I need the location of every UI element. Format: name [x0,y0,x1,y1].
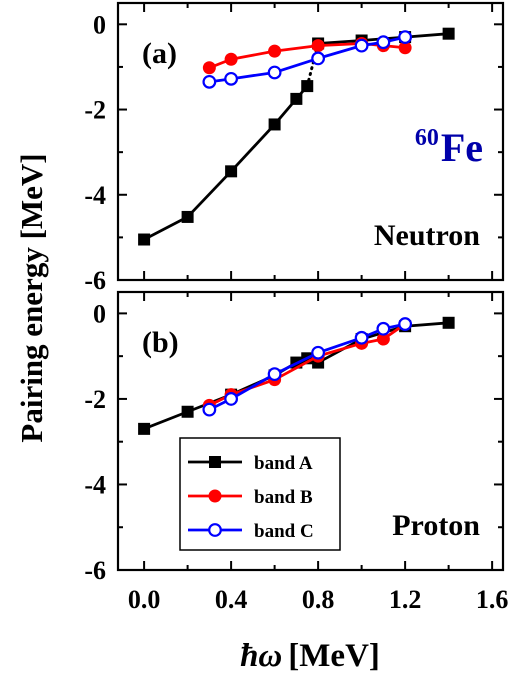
x-tick-label: 0.4 [215,585,248,614]
panel-b-band-c-point [311,345,326,360]
nucleus-symbol: Fe [441,125,483,170]
panel-b-y-tick-label: 0 [93,299,106,328]
panel-a-y-tick-label: -2 [84,96,106,125]
panel-b-band-c-point [354,330,369,345]
legend-marker-band-c [208,523,222,537]
panel-a-band-b-point [311,39,325,53]
panel-b-band-c-line-segment [273,351,319,376]
panel-b-frame [116,290,505,572]
panel-b-band-b-line-segment [273,354,319,381]
panel-b-band-a-line-segment [405,321,449,328]
legend-label-band-c: band C [254,521,314,542]
nucleus-label: 60Fe [415,125,483,170]
panel-a-band-a-point [225,165,238,178]
panel-a-band-c-line-segment [274,57,319,74]
panel-b-y-tick-label: -2 [84,385,106,414]
nucleus-mass-number: 60 [415,125,439,151]
panel-a-y-tick-label: -6 [84,266,106,295]
panel-a-band-a-point [268,118,281,131]
x-axis-label-unit: [MeV] [288,638,380,674]
panel-a-band-a-line-segment [230,123,276,173]
panel-b-band-a-line-segment [143,410,189,431]
panel-a-band-a-point [301,80,314,93]
panel-a-band-b-point [268,44,282,58]
legend-label-band-a: band A [254,453,313,474]
panel-b-band-b-point [376,332,390,346]
panel-a-label: (a) [142,37,177,70]
panel-b-band-b-line-segment [317,341,363,358]
panel-a-band-c-point [267,65,282,80]
panel-a-band-c-point [376,35,391,50]
x-tick-label: 1.6 [476,585,509,614]
x-tick-label: 0.0 [128,585,161,614]
panel-a-band-c-point [311,51,326,66]
panel-a-band-a-line-segment [186,170,233,218]
panel-a-band-b-point [202,61,216,75]
panel-b-band-a-point [138,422,151,435]
panel-b-band-c-point [398,317,413,331]
panel-b-band-a-point [442,316,455,329]
panel-a: 0 -2 -4 -6 (a) Neutron 60Fe [84,1,505,295]
legend-marker-band-b [208,489,222,503]
panel-a-frame [116,1,505,282]
panel-a-band-a-line-segment [405,32,449,39]
panel-a-band-a-point [442,27,455,40]
panel-a-band-a-line-segment [143,215,189,241]
x-tick-label: 0.8 [302,585,335,614]
x-axis-label: ħω [MeV] [240,638,380,674]
panel-a-band-b-line-segment [230,49,275,61]
panel-a-annotation: Neutron [374,219,480,252]
panel-a-band-b-point [224,52,238,66]
panel-b-band-c-point [224,392,239,406]
panel-b-annotation: Proton [392,509,480,542]
panel-a-band-a-point [138,233,151,246]
panel-b-label: (b) [142,326,179,359]
legend-marker-band-a [209,456,221,468]
y-axis-label: Pairing energy [MeV] [14,153,49,442]
panel-b-band-a-point [181,405,194,418]
panel-a-band-a-point [181,210,194,223]
panel-a-band-b-line-segment [274,44,319,53]
panel-a-band-b-line-segment [318,42,362,48]
panel-a-y-tick-label: -4 [84,181,106,210]
panel-a-y-tick-label: 0 [93,10,106,39]
panel-b-band-c-point [202,402,217,417]
panel-a-band-c-point [202,74,217,89]
panel-a-band-c-point [398,30,413,44]
panel-b-band-c-line-segment [317,336,363,355]
panel-a-band-a-point [290,92,303,105]
x-tick-label: 1.2 [389,585,422,614]
panel-a-band-c-line-segment [230,71,275,81]
panel-b-band-c-point [376,321,391,336]
panel-b-band-c-point [267,367,282,382]
panel-a-band-c-point [224,71,239,86]
panel-b: 0.0 0.4 0.8 1.2 1.6 0 -2 -4 -6 (b) Proton band A ban… [84,290,509,614]
panel-a-band-c-line-segment [317,44,363,60]
panel-a-band-b-point [398,41,412,55]
panel-a-band-c-point [354,38,369,53]
panel-b-y-tick-label: -6 [84,556,106,585]
panel-b-y-tick-label: -4 [84,470,106,499]
panel-b-band-c-line-segment [230,372,276,401]
x-axis-label-symbol: ħω [240,638,282,674]
legend-label-band-b: band B [254,487,313,508]
panel-a-band-a-line-segment [318,39,362,45]
